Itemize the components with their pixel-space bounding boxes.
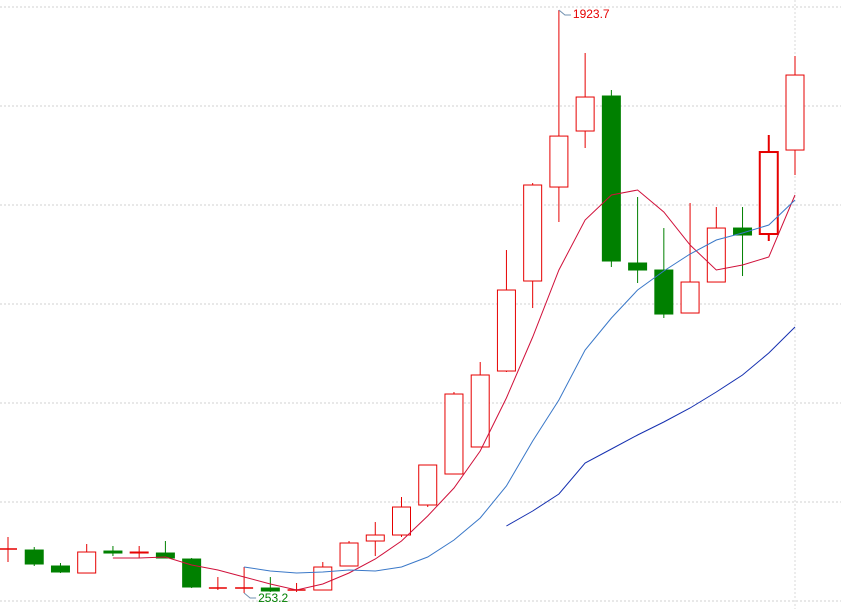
candle-body [654, 269, 674, 315]
candle-body [496, 289, 516, 372]
candle-body [24, 549, 44, 565]
candle-body [523, 184, 543, 282]
candle-body [758, 151, 779, 236]
candle-body [706, 227, 726, 283]
low-label: 253.2 [258, 591, 288, 605]
candle-body [785, 74, 805, 151]
candle-body [733, 227, 753, 236]
candle-body [392, 506, 411, 536]
candle-body [680, 281, 700, 314]
candle-body [313, 566, 333, 591]
candle-body [365, 534, 385, 542]
candle-body [628, 262, 648, 271]
moving-average-line [112, 189, 796, 591]
candle-body [129, 551, 149, 554]
candle-body [103, 550, 123, 554]
candle-body [418, 464, 438, 506]
moving-average-line [506, 326, 796, 527]
candle-body [77, 551, 97, 574]
candle-body [339, 542, 359, 567]
candle-body [601, 95, 621, 262]
candle-body [549, 135, 569, 188]
high-label: 1923.7 [573, 7, 610, 21]
moving-average-line [244, 199, 796, 574]
candle-body [470, 374, 490, 448]
candle-body [575, 96, 595, 132]
high-pointer [558, 9, 571, 16]
candle-body [155, 552, 175, 559]
candle-body [260, 587, 280, 592]
candle-body [50, 565, 70, 573]
low-pointer [243, 592, 257, 599]
candle-body [444, 393, 464, 475]
